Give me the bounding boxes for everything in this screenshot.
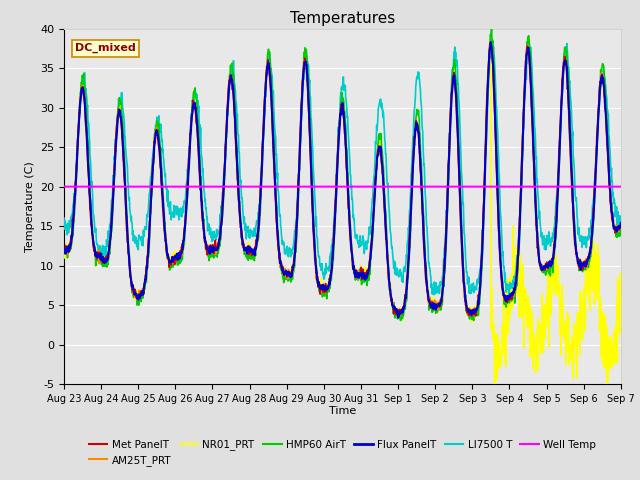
LI7500 T xyxy=(60,215,68,221)
LI7500 T xyxy=(525,39,532,45)
Flux PanelT xyxy=(246,249,254,255)
Flux PanelT xyxy=(617,220,625,226)
NR01_PRT xyxy=(429,297,436,303)
LI7500 T xyxy=(502,278,509,284)
HMP60 AirT xyxy=(502,304,510,310)
Well Temp xyxy=(60,184,68,190)
Met PanelT xyxy=(486,40,494,46)
AM25T_PRT xyxy=(552,229,559,235)
Well Temp xyxy=(617,184,625,190)
Well Temp xyxy=(502,184,509,190)
NR01_PRT xyxy=(184,174,191,180)
Flux PanelT xyxy=(487,39,495,45)
HMP60 AirT xyxy=(184,182,191,188)
Well Temp xyxy=(184,184,191,190)
HMP60 AirT xyxy=(246,251,254,256)
Line: Met PanelT: Met PanelT xyxy=(64,43,621,316)
HMP60 AirT xyxy=(429,301,436,307)
NR01_PRT xyxy=(617,311,625,317)
LI7500 T xyxy=(429,285,436,291)
Title: Temperatures: Temperatures xyxy=(290,11,395,26)
AM25T_PRT xyxy=(429,301,436,307)
NR01_PRT xyxy=(246,245,254,251)
AM25T_PRT xyxy=(60,247,68,252)
Legend: Met PanelT, AM25T_PRT, NR01_PRT, HMP60 AirT, Flux PanelT, LI7500 T, Well Temp: Met PanelT, AM25T_PRT, NR01_PRT, HMP60 A… xyxy=(84,435,600,470)
Met PanelT xyxy=(60,247,68,253)
Flux PanelT xyxy=(170,256,178,262)
HMP60 AirT xyxy=(488,26,495,32)
NR01_PRT xyxy=(60,247,68,252)
Met PanelT xyxy=(170,259,178,264)
Y-axis label: Temperature (C): Temperature (C) xyxy=(24,161,35,252)
Well Temp xyxy=(551,184,559,190)
Met PanelT xyxy=(552,225,559,231)
Well Temp xyxy=(429,184,436,190)
AM25T_PRT xyxy=(487,39,495,45)
HMP60 AirT xyxy=(170,259,178,264)
Well Temp xyxy=(170,184,178,190)
Met PanelT xyxy=(246,246,254,252)
LI7500 T xyxy=(505,294,513,300)
Text: DC_mixed: DC_mixed xyxy=(75,43,136,53)
HMP60 AirT xyxy=(617,226,625,231)
X-axis label: Time: Time xyxy=(329,407,356,417)
NR01_PRT xyxy=(170,259,178,265)
HMP60 AirT xyxy=(552,239,559,245)
LI7500 T xyxy=(184,169,191,175)
LI7500 T xyxy=(170,214,178,220)
Flux PanelT xyxy=(502,297,510,303)
AM25T_PRT xyxy=(617,224,625,230)
NR01_PRT xyxy=(486,37,494,43)
Met PanelT xyxy=(184,175,191,181)
NR01_PRT xyxy=(491,381,499,387)
Flux PanelT xyxy=(394,315,402,321)
AM25T_PRT xyxy=(184,176,191,182)
HMP60 AirT xyxy=(470,318,477,324)
AM25T_PRT xyxy=(502,293,510,299)
AM25T_PRT xyxy=(468,312,476,318)
Line: HMP60 AirT: HMP60 AirT xyxy=(64,29,621,321)
Met PanelT xyxy=(472,313,479,319)
Met PanelT xyxy=(429,300,436,306)
Well Temp xyxy=(246,184,254,190)
LI7500 T xyxy=(246,228,254,233)
Line: Flux PanelT: Flux PanelT xyxy=(64,42,621,318)
Flux PanelT xyxy=(184,185,191,191)
Flux PanelT xyxy=(429,306,437,312)
Line: LI7500 T: LI7500 T xyxy=(64,42,621,297)
Met PanelT xyxy=(502,296,510,301)
LI7500 T xyxy=(552,216,559,222)
LI7500 T xyxy=(617,217,625,223)
Flux PanelT xyxy=(60,249,68,255)
Line: NR01_PRT: NR01_PRT xyxy=(64,40,621,384)
Flux PanelT xyxy=(552,235,559,241)
HMP60 AirT xyxy=(60,247,68,253)
Met PanelT xyxy=(617,220,625,226)
AM25T_PRT xyxy=(170,257,178,263)
Line: AM25T_PRT: AM25T_PRT xyxy=(64,42,621,315)
NR01_PRT xyxy=(552,274,559,279)
AM25T_PRT xyxy=(246,248,254,254)
NR01_PRT xyxy=(502,302,510,308)
